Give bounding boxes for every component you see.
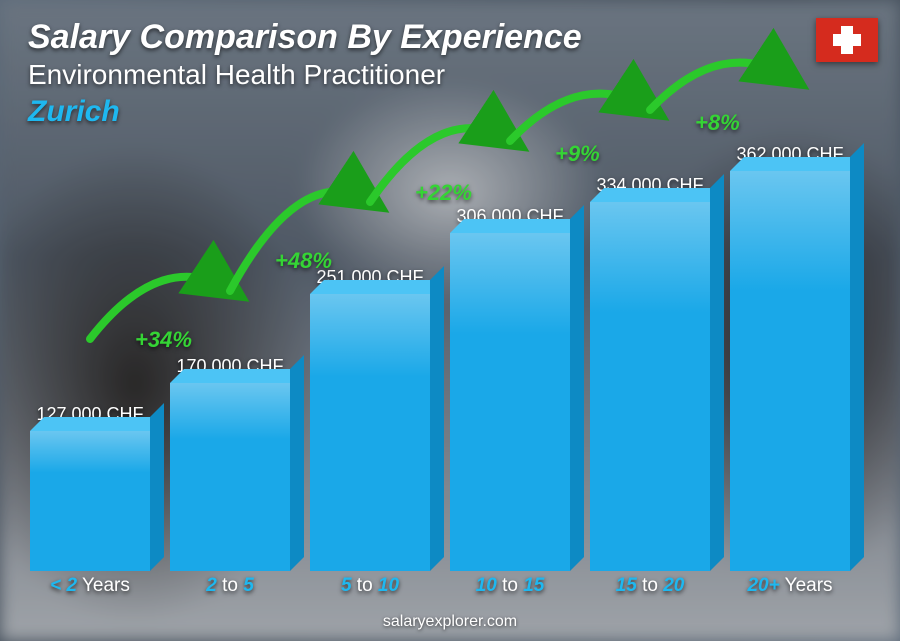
bar-chart: 127,000 CHF 170,000 CHF 251,000 CHF 306,… [30,150,850,571]
x-axis-label: < 2 Years [30,575,150,603]
x-axis-label: 20+ Years [730,575,850,603]
increase-arrows-layer [30,90,850,511]
x-axis-label: 10 to 15 [450,575,570,603]
swiss-flag-icon [816,18,878,62]
increase-percent-label: +34% [135,327,192,353]
increase-percent-label: +22% [415,180,472,206]
flag-cross-horizontal [833,34,861,46]
increase-arrow [230,191,376,291]
x-axis: < 2 Years 2 to 5 5 to 10 10 to 15 15 to 20 20… [30,575,850,603]
page-title: Salary Comparison By Experience [28,18,582,57]
bar-side-face [850,143,864,571]
increase-percent-label: +9% [555,141,600,167]
x-axis-label: 15 to 20 [590,575,710,603]
x-axis-label: 2 to 5 [170,575,290,603]
infographic-stage: Salary Comparison By Experience Environm… [0,0,900,641]
x-axis-label: 5 to 10 [310,575,430,603]
page-subtitle: Environmental Health Practitioner [28,59,582,91]
increase-percent-label: +8% [695,110,740,136]
increase-percent-label: +48% [275,248,332,274]
footer-source: salaryexplorer.com [0,613,900,631]
increase-arrow [510,94,656,141]
